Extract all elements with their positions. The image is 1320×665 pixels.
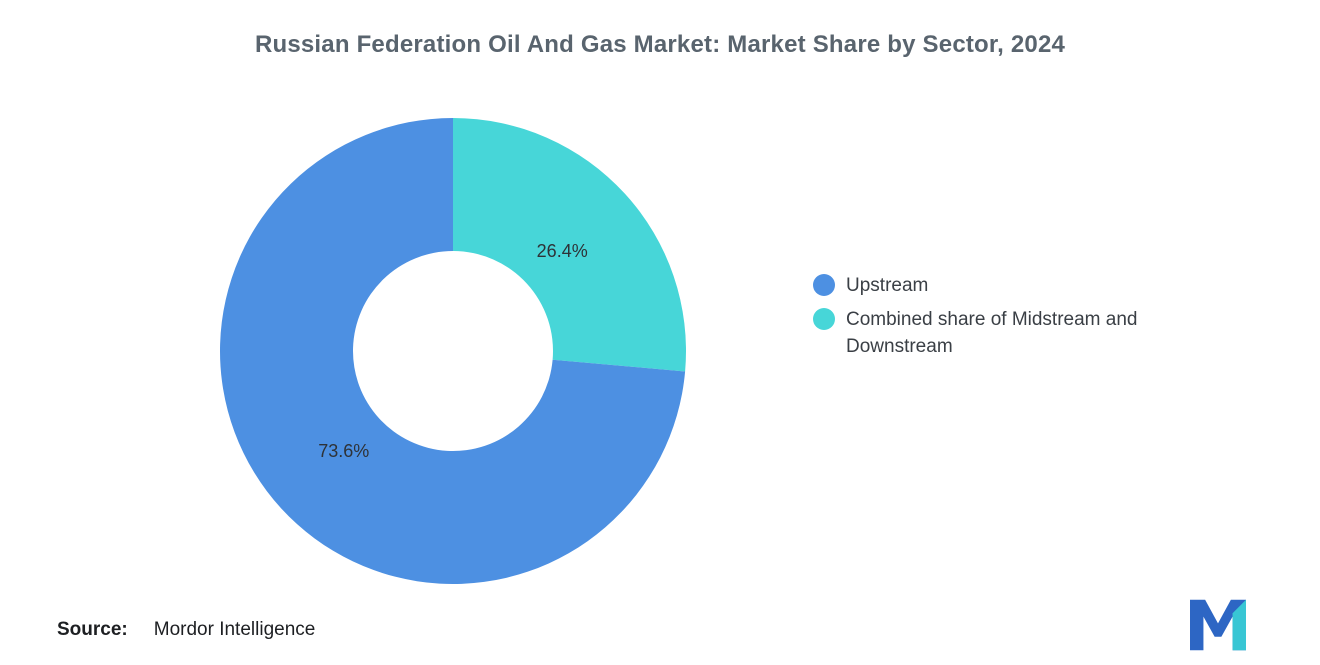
mordor-intelligence-logo: [1190, 598, 1246, 652]
slice-label: 73.6%: [318, 441, 369, 461]
legend-item-upstream: Upstream: [813, 272, 1193, 299]
legend-label-midstream-downstream: Combined share of Midstream and Downstre…: [846, 309, 1138, 357]
logo-m-teal-shape: [1232, 599, 1246, 651]
donut-slice-upstream: [220, 118, 686, 584]
donut-slice-combined-share-of-midstream-and-downstre: [453, 118, 687, 372]
legend-swatch-midstream-downstream: [813, 308, 835, 330]
legend-swatch-upstream: [813, 274, 835, 296]
donut-chart: 26.4% 73.6%: [213, 111, 693, 591]
legend-label-upstream: Upstream: [846, 275, 929, 296]
legend-item-midstream-downstream: Combined share of Midstream and Downstre…: [813, 306, 1193, 360]
source-line: Source: Mordor Intelligence: [57, 619, 315, 641]
mordor-intelligence-logo-svg: [1190, 599, 1246, 651]
slice-label: 26.4%: [537, 241, 588, 261]
logo-m-blue-shape: [1190, 599, 1246, 651]
chart-title: Russian Federation Oil And Gas Market: M…: [254, 31, 1066, 58]
legend: Upstream Combined share of Midstream and…: [813, 272, 1193, 360]
donut-chart-svg: 26.4% 73.6%: [220, 118, 687, 584]
source-prefix: Source:: [57, 619, 128, 640]
source-text: Mordor Intelligence: [153, 619, 316, 640]
